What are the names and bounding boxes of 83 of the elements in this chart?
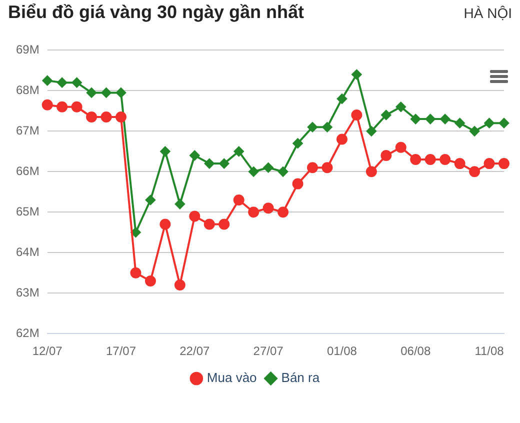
- point: [57, 78, 68, 88]
- point: [218, 218, 230, 230]
- point: [262, 202, 274, 214]
- point: [204, 158, 214, 169]
- point: [86, 88, 97, 98]
- point: [72, 78, 82, 88]
- point: [498, 158, 510, 170]
- y-tick-label: 63M: [16, 285, 40, 300]
- y-tick-label: 66M: [16, 164, 40, 178]
- point: [190, 150, 200, 160]
- point: [352, 69, 362, 80]
- point: [336, 134, 348, 145]
- point: [174, 199, 185, 210]
- point: [454, 158, 466, 170]
- point: [248, 206, 260, 218]
- point: [395, 142, 406, 153]
- y-tick-label: 62M: [16, 326, 40, 340]
- point: [130, 227, 141, 238]
- point: [336, 94, 347, 104]
- point: [130, 267, 142, 278]
- point: [396, 102, 406, 112]
- point: [440, 154, 451, 166]
- point: [219, 158, 230, 169]
- y-tick-label: 64M: [16, 244, 40, 259]
- point: [469, 166, 480, 178]
- point: [278, 166, 288, 177]
- point: [292, 178, 304, 190]
- y-tick-label: 68M: [16, 83, 40, 97]
- point: [366, 126, 376, 136]
- point: [160, 146, 170, 156]
- y-tick-label: 65M: [16, 204, 40, 218]
- point: [308, 122, 318, 132]
- point: [351, 109, 362, 120]
- point: [425, 114, 436, 124]
- y-tick-label: 67M: [16, 123, 40, 138]
- point: [263, 162, 274, 173]
- point: [248, 166, 259, 177]
- point: [234, 146, 244, 156]
- point: [100, 112, 112, 122]
- point: [307, 162, 318, 174]
- point: [174, 280, 186, 291]
- point: [101, 88, 112, 98]
- legend-label: Mua vào: [206, 370, 257, 386]
- point: [380, 150, 392, 161]
- point: [454, 118, 465, 128]
- x-tick-label: 11/08: [474, 344, 504, 358]
- point: [322, 122, 332, 132]
- point: [366, 166, 377, 178]
- point: [56, 101, 68, 112]
- point: [42, 76, 52, 86]
- point: [144, 275, 156, 286]
- point: [292, 138, 303, 148]
- y-tick-label: 69M: [16, 42, 40, 57]
- point: [424, 154, 436, 166]
- point: [410, 154, 422, 166]
- point: [116, 88, 126, 98]
- x-tick-label: 06/08: [400, 344, 431, 358]
- point: [116, 112, 126, 122]
- point: [71, 101, 82, 112]
- point: [470, 126, 480, 136]
- point: [322, 162, 333, 174]
- point: [484, 158, 495, 170]
- point: [484, 118, 494, 128]
- point: [233, 194, 244, 206]
- legend-label: Bán ra: [281, 370, 320, 386]
- point: [410, 114, 421, 124]
- point: [160, 218, 171, 230]
- x-tick-label: 17/07: [106, 344, 136, 358]
- point: [278, 206, 289, 218]
- point: [440, 114, 450, 124]
- x-tick-label: 27/07: [253, 344, 284, 358]
- x-tick-label: 12/07: [32, 344, 63, 358]
- point: [499, 118, 509, 128]
- chart-title: Biểu đồ giá vàng 30 ngày gần nhất: [8, 2, 304, 23]
- point: [86, 112, 98, 122]
- point: [381, 110, 392, 120]
- x-tick-label: 01/08: [326, 344, 358, 358]
- point: [204, 218, 215, 230]
- point: [42, 99, 53, 110]
- x-tick-label: 22/07: [180, 344, 210, 358]
- point: [145, 194, 156, 205]
- chart-subtitle: HÀ NỘI: [464, 5, 512, 21]
- point: [189, 210, 200, 222]
